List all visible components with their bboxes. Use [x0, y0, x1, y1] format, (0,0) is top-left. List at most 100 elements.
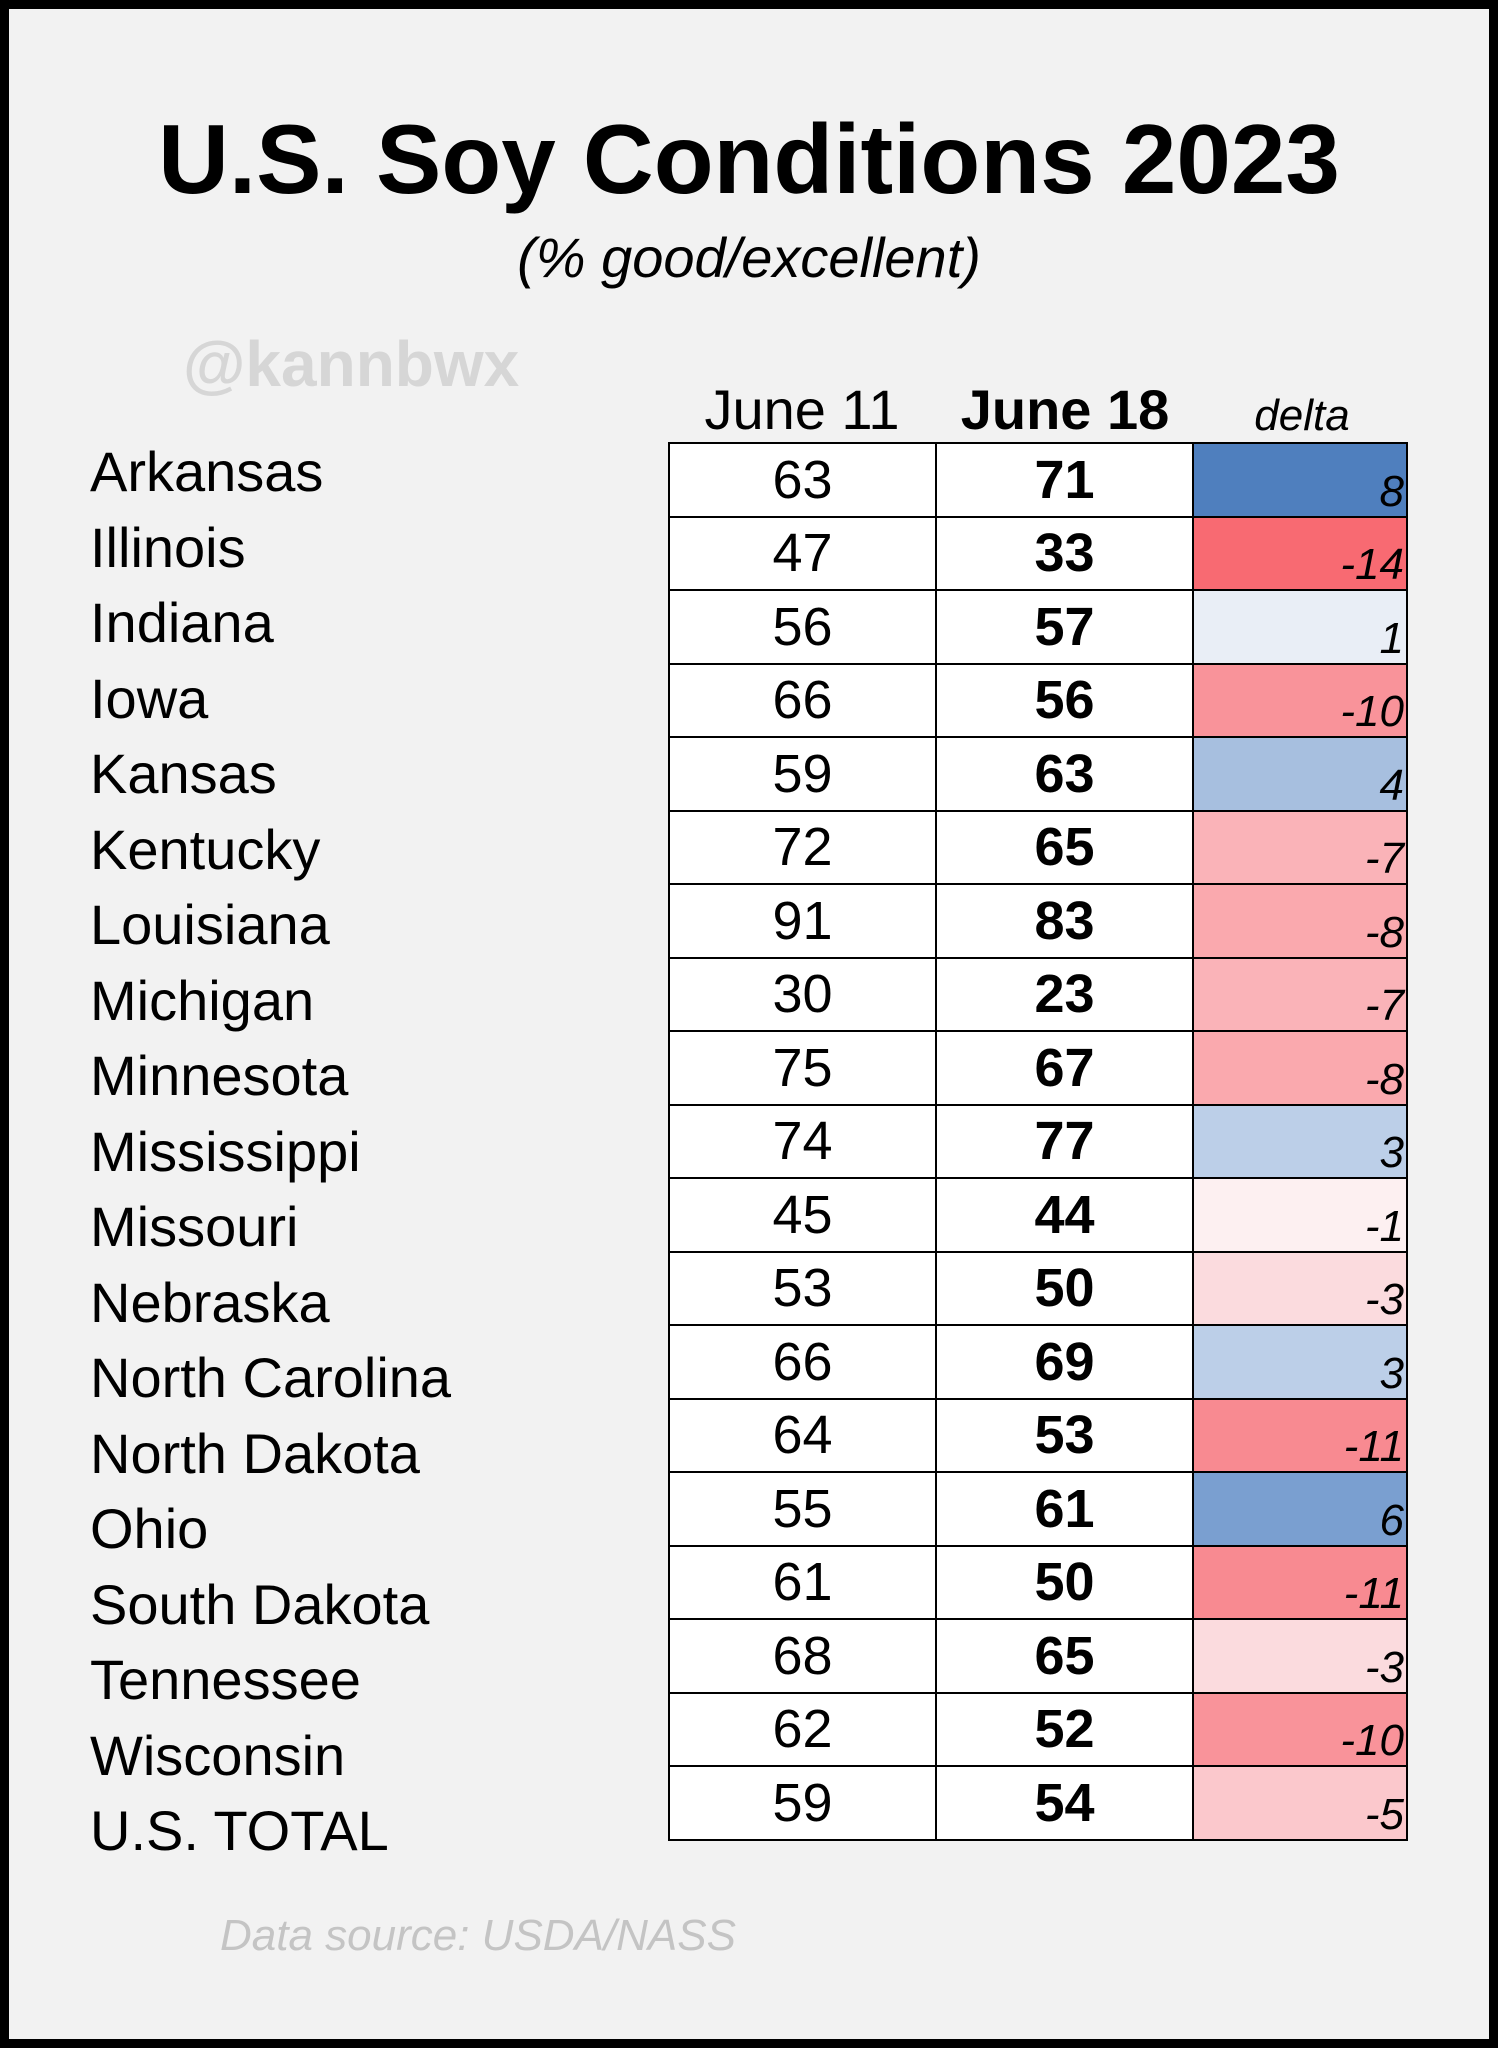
table-row: 68 65 -3 [668, 1618, 1408, 1694]
state-label: Iowa [90, 666, 209, 730]
state-label: Missouri [90, 1195, 299, 1258]
june11-value: 56 [668, 589, 937, 665]
table-row: 91 83 -8 [668, 883, 1408, 959]
delta-cell: -5 [1192, 1765, 1408, 1841]
delta-value: 8 [1379, 466, 1404, 516]
delta-cell: -10 [1192, 662, 1408, 738]
delta-value: -14 [1340, 540, 1404, 589]
state-label: North Carolina [90, 1346, 452, 1409]
june18-value: 71 [935, 442, 1194, 518]
june18-value: 83 [935, 883, 1194, 959]
june18-value: 69 [935, 1324, 1194, 1400]
june18-value: 53 [935, 1397, 1194, 1473]
delta-cell: 6 [1192, 1471, 1408, 1547]
june11-value: 53 [668, 1250, 937, 1326]
table-row: 59 54 -5 [668, 1765, 1408, 1841]
state-label: Kansas [90, 742, 277, 805]
delta-cell: -1 [1192, 1177, 1408, 1253]
table-row: 47 33 -14 [668, 515, 1408, 591]
table-row: 61 50 -11 [668, 1544, 1408, 1620]
june18-value: 77 [935, 1103, 1194, 1179]
june11-value: 55 [668, 1471, 937, 1547]
delta-cell: -8 [1192, 883, 1408, 959]
state-label: Minnesota [90, 1044, 349, 1107]
conditions-table: 63 71 8 47 33 -14 56 57 1 66 56 -10 59 63 4 72 65 -7 91 83-… [668, 442, 1408, 1841]
state-label: Kentucky [90, 817, 321, 881]
table-row: 62 52 -10 [668, 1691, 1408, 1767]
delta-value: 3 [1379, 1348, 1404, 1398]
june11-value: 61 [668, 1544, 937, 1620]
delta-cell: 4 [1192, 736, 1408, 812]
delta-value: 1 [1379, 613, 1404, 663]
delta-value: -10 [1340, 1716, 1404, 1765]
state-label: Mississippi [90, 1119, 361, 1183]
june18-value: 50 [935, 1250, 1194, 1326]
june18-value: 54 [935, 1765, 1194, 1841]
delta-value: -8 [1364, 907, 1404, 957]
state-label: North Dakota [90, 1421, 420, 1485]
column-header-june18: June 18 [960, 378, 1170, 441]
state-label: Arkansas [90, 440, 324, 503]
table-row: 66 69 3 [668, 1324, 1408, 1400]
june18-value: 56 [935, 662, 1194, 738]
june18-value: 50 [935, 1544, 1194, 1620]
watermark: @kannbwx [183, 328, 520, 400]
state-label: Michigan [90, 968, 315, 1032]
delta-cell: 3 [1192, 1103, 1408, 1179]
state-label: Louisiana [90, 893, 330, 956]
state-label: Ohio [90, 1497, 209, 1560]
june11-value: 74 [668, 1103, 937, 1179]
delta-cell: -3 [1192, 1618, 1408, 1694]
delta-cell: -3 [1192, 1250, 1408, 1326]
chart-title: U.S. Soy Conditions 2023 [158, 104, 1340, 214]
delta-value: -11 [1343, 1569, 1404, 1618]
delta-value: 4 [1379, 760, 1404, 810]
delta-value: -7 [1364, 981, 1404, 1030]
june11-value: 59 [668, 736, 937, 812]
delta-value: -1 [1364, 1201, 1404, 1251]
june11-value: 30 [668, 956, 937, 1032]
june18-value: 52 [935, 1691, 1194, 1767]
june11-value: 91 [668, 883, 937, 959]
state-label: U.S. TOTAL [90, 1799, 389, 1862]
june18-value: 23 [935, 956, 1194, 1032]
june11-value: 47 [668, 515, 937, 591]
state-label: Indiana [90, 591, 274, 654]
table-row: 63 71 8 [668, 442, 1408, 518]
table-row: 66 56 -10 [668, 662, 1408, 738]
june11-value: 64 [668, 1397, 937, 1473]
delta-value: -10 [1340, 687, 1404, 736]
table-row: 30 23 -7 [668, 956, 1408, 1032]
delta-value: -5 [1364, 1789, 1404, 1839]
column-header-delta: delta [1254, 391, 1350, 440]
june18-value: 67 [935, 1030, 1194, 1106]
june11-value: 59 [668, 1765, 937, 1841]
table-row: 56 57 1 [668, 589, 1408, 665]
delta-cell: 1 [1192, 589, 1408, 665]
delta-value: 3 [1379, 1128, 1404, 1177]
june11-value: 66 [668, 662, 937, 738]
june18-value: 57 [935, 589, 1194, 665]
table-row: 45 44 -1 [668, 1177, 1408, 1253]
delta-cell: -7 [1192, 809, 1408, 885]
state-label: Nebraska [90, 1270, 330, 1334]
delta-value: -11 [1343, 1422, 1404, 1471]
delta-cell: -11 [1192, 1397, 1408, 1473]
table-row: 72 65 -7 [668, 809, 1408, 885]
june18-value: 65 [935, 809, 1194, 885]
data-source-note: Data source: USDA/NASS [220, 1911, 736, 1960]
delta-cell: 8 [1192, 442, 1408, 518]
delta-value: -3 [1364, 1642, 1404, 1692]
table-row: 64 53 -11 [668, 1397, 1408, 1473]
delta-value: -8 [1364, 1054, 1404, 1104]
chart-subtitle: (% good/excellent) [517, 226, 981, 289]
column-header-june11: June 11 [704, 378, 900, 441]
june11-value: 62 [668, 1691, 937, 1767]
june18-value: 65 [935, 1618, 1194, 1694]
state-label: Tennessee [90, 1648, 361, 1711]
state-label: Wisconsin [90, 1723, 346, 1787]
june11-value: 45 [668, 1177, 937, 1253]
delta-cell: -11 [1192, 1544, 1408, 1620]
june18-value: 33 [935, 515, 1194, 591]
delta-cell: -14 [1192, 515, 1408, 591]
